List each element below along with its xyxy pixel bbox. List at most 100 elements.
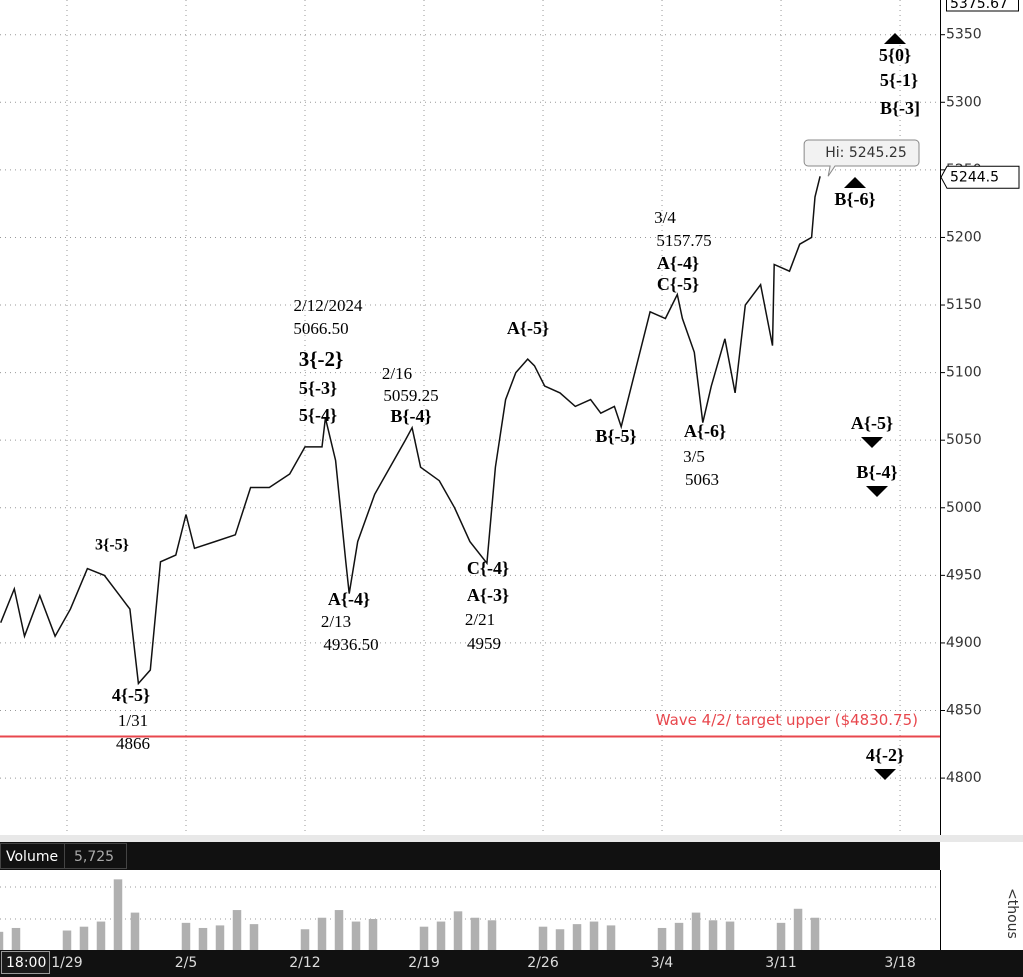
- annotation: 2/16: [382, 364, 412, 383]
- price-line: [0, 176, 821, 686]
- volume-bar: [62, 930, 72, 950]
- y-tick-label: 5200: [946, 229, 982, 245]
- volume-bar: [589, 921, 599, 950]
- annotation: 5{-1}: [880, 70, 918, 90]
- volume-bar: [793, 908, 803, 950]
- volume-bar: [232, 910, 242, 950]
- annotation: 4959: [467, 634, 501, 653]
- annotation: 5{-4}: [299, 405, 337, 425]
- time-label-box: [1, 951, 50, 974]
- annotation: B{-5}: [595, 426, 636, 446]
- volume-bar: [657, 927, 667, 950]
- annotation: A{-4}: [328, 589, 370, 609]
- annotation: 2/21: [465, 610, 495, 629]
- volume-bar: [181, 922, 191, 950]
- volume-bar: [198, 927, 208, 950]
- volume-bar: [572, 924, 582, 950]
- volume-bar: [0, 931, 4, 950]
- marker-down: [866, 486, 888, 497]
- annotation: A{-4}: [657, 253, 699, 273]
- volume-unit: <thous: [1004, 888, 1020, 939]
- x-tick-label: 2/19: [408, 955, 439, 971]
- volume-bar: [436, 921, 446, 950]
- x-tick-label: 2/26: [527, 955, 559, 971]
- high-callout: [803, 139, 920, 177]
- volume-bar: [368, 919, 378, 950]
- marker-up: [884, 33, 906, 44]
- volume-bar: [334, 910, 344, 950]
- x-tick-label: 1/29: [51, 955, 82, 971]
- annotation: B{-4}: [390, 406, 431, 426]
- annotation: 1/31: [118, 711, 148, 730]
- annotation: 4866: [116, 734, 150, 753]
- volume-last: 5,725: [74, 849, 114, 865]
- annotation: 3/4: [654, 208, 676, 227]
- annotation: A{-5}: [851, 413, 893, 433]
- annotation: 3{-5}: [95, 537, 129, 554]
- annotation: 5{-3}: [299, 378, 337, 398]
- marker-down: [861, 437, 883, 448]
- volume-bar: [810, 917, 820, 950]
- marker-up: [844, 177, 866, 188]
- y-tick-label: 5300: [946, 94, 982, 110]
- top-price: 5375.67: [950, 0, 1008, 12]
- y-tick-label: 5000: [946, 500, 982, 516]
- annotation: 4{-5}: [112, 685, 150, 705]
- volume-bar: [351, 921, 361, 950]
- volume-bar: [776, 922, 786, 950]
- volume-header: [0, 842, 940, 870]
- volume-bar: [130, 912, 140, 950]
- volume-bar: [606, 925, 616, 950]
- y-tick-label: 5150: [946, 297, 982, 313]
- volume-last-box: [64, 843, 127, 869]
- volume-bar: [419, 926, 429, 950]
- annotation: C{-5}: [657, 274, 699, 294]
- time-axis: [0, 950, 1023, 977]
- x-tick-label: 2/5: [175, 955, 198, 971]
- annotation: 4{-2}: [866, 745, 904, 765]
- annotation: 5059.25: [383, 386, 438, 405]
- annotation: B{-3]: [880, 98, 920, 118]
- volume-bar: [487, 920, 497, 950]
- annotation: 3/5: [683, 447, 705, 466]
- volume-bar: [215, 925, 225, 950]
- volume-bar: [317, 917, 327, 950]
- x-tick-label: 3/4: [651, 955, 674, 971]
- y-tick-label: 5350: [946, 27, 982, 43]
- annotation: 2/13: [321, 612, 351, 631]
- volume-bar: [96, 921, 106, 950]
- y-tick-label: 5050: [946, 432, 982, 448]
- annotation: 2/12/2024: [294, 296, 363, 315]
- annotation: 5063: [685, 470, 719, 489]
- x-tick-label: 3/11: [765, 955, 796, 971]
- volume-bar: [79, 926, 89, 950]
- volume-bar: [708, 920, 718, 950]
- annotation: 4936.50: [323, 635, 378, 654]
- annotation: B{-4}: [856, 462, 897, 482]
- volume-bar: [691, 912, 701, 950]
- annotation: 5066.50: [293, 319, 348, 338]
- panel-separator: [0, 835, 1023, 842]
- annotation: 3{-2}: [299, 347, 344, 371]
- y-tick-label: 4850: [946, 703, 982, 719]
- annotation: 5157.75: [656, 231, 711, 250]
- annotation: B{-6}: [834, 189, 875, 209]
- last-price-box: [940, 165, 1020, 189]
- volume-bar: [725, 921, 735, 950]
- volume-bar: [249, 924, 259, 950]
- annotation: C{-4}: [467, 558, 509, 578]
- y-tick-label: 5100: [946, 365, 982, 381]
- volume-bar: [555, 929, 565, 950]
- time-label: 18:00: [6, 955, 46, 971]
- annotation: 5{0}: [879, 45, 911, 65]
- reference-label: Wave 4/2/ target upper ($4830.75): [656, 711, 918, 729]
- high-label: Hi: 5245.25: [825, 145, 906, 161]
- volume-bar: [538, 926, 548, 950]
- annotation: A{-6}: [684, 421, 726, 441]
- annotation: A{-5}: [507, 318, 549, 338]
- marker-down: [874, 769, 896, 780]
- volume-bar: [11, 927, 21, 950]
- volume-bar: [470, 917, 480, 950]
